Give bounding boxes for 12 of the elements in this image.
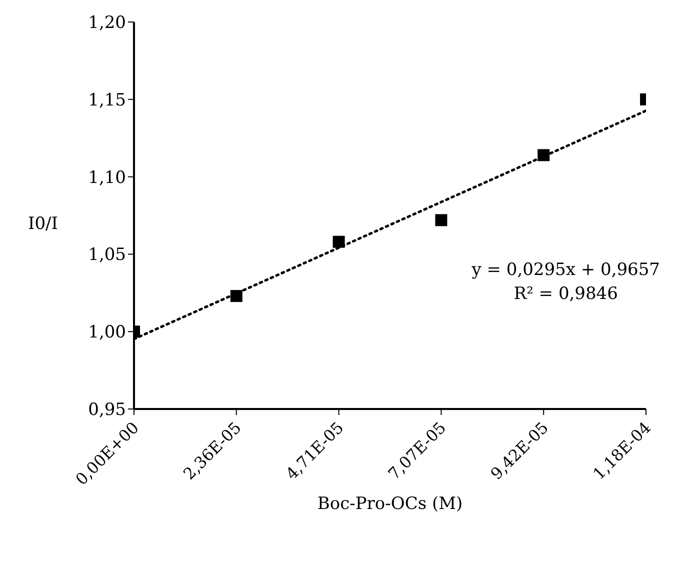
y-axis-title: I0/I — [28, 214, 58, 234]
point — [435, 214, 448, 226]
y-tick-label: 1,00 — [88, 322, 126, 343]
y-tick-label: 0,95 — [88, 400, 126, 420]
y-tick-label: 1,10 — [88, 168, 126, 188]
x-axis-title: Boc-Pro-OCs (M) — [317, 494, 463, 514]
point — [332, 236, 345, 248]
y-tick-label: 1,15 — [88, 90, 126, 110]
y-tick-label: 1,05 — [88, 245, 126, 266]
annotation: y = 0,0295x + 0,9657 — [472, 259, 660, 282]
y-tick-label: 1,20 — [88, 13, 126, 34]
annotation: R² = 0,9846 — [512, 283, 619, 306]
